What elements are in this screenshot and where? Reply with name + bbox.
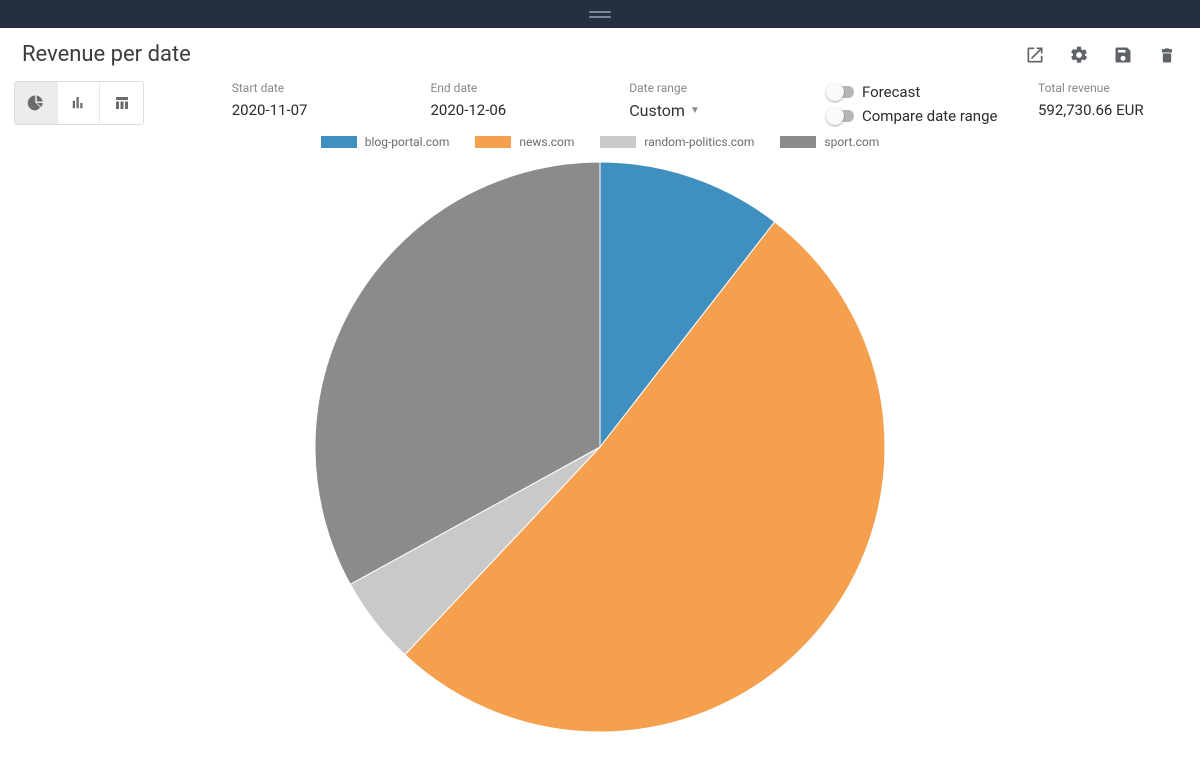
top-bar: [0, 0, 1200, 28]
pie-chart-icon: [27, 94, 45, 112]
legend-item[interactable]: news.com: [475, 135, 574, 149]
chevron-down-icon: ▼: [690, 105, 700, 116]
date-range-field: Date range Custom ▼: [629, 81, 769, 120]
legend-label: sport.com: [824, 135, 879, 149]
header-actions: [1024, 44, 1178, 66]
start-date-value: 2020-11-07: [232, 101, 372, 119]
date-range-dropdown[interactable]: Custom ▼: [629, 101, 769, 120]
start-date-label: Start date: [232, 81, 372, 95]
page-title: Revenue per date: [22, 42, 191, 67]
legend-swatch: [780, 136, 816, 148]
drag-handle-icon[interactable]: [589, 9, 611, 19]
delete-icon: [1157, 45, 1177, 65]
open-external-button[interactable]: [1024, 44, 1046, 66]
total-revenue-block: Total revenue 592,730.66 EUR: [1038, 81, 1178, 119]
forecast-toggle-label: Forecast: [862, 83, 920, 101]
chart-legend: blog-portal.com news.com random-politics.c…: [321, 135, 880, 149]
chart-type-group: [14, 81, 144, 125]
end-date-label: End date: [430, 81, 570, 95]
compare-toggle[interactable]: [828, 110, 854, 122]
forecast-toggle-row: Forecast: [828, 83, 1028, 101]
total-revenue-value: 592,730.66 EUR: [1038, 101, 1178, 119]
save-icon: [1113, 45, 1133, 65]
legend-swatch: [600, 136, 636, 148]
legend-label: news.com: [519, 135, 574, 149]
legend-swatch: [475, 136, 511, 148]
toggle-group: Forecast Compare date range: [828, 81, 1028, 125]
pie-chart: [310, 157, 890, 737]
gear-icon: [1069, 45, 1089, 65]
save-button[interactable]: [1112, 44, 1134, 66]
delete-button[interactable]: [1156, 44, 1178, 66]
total-revenue-label: Total revenue: [1038, 81, 1178, 95]
chart-type-pie-button[interactable]: [15, 82, 58, 124]
legend-item[interactable]: blog-portal.com: [321, 135, 450, 149]
settings-button[interactable]: [1068, 44, 1090, 66]
date-range-value: Custom: [629, 101, 685, 120]
legend-item[interactable]: sport.com: [780, 135, 879, 149]
legend-label: random-politics.com: [644, 135, 754, 149]
chart-type-table-button[interactable]: [100, 82, 143, 124]
page-header: Revenue per date: [0, 28, 1200, 77]
compare-toggle-label: Compare date range: [862, 107, 997, 125]
table-icon: [113, 94, 131, 112]
end-date-field[interactable]: End date 2020-12-06: [430, 81, 570, 119]
legend-swatch: [321, 136, 357, 148]
forecast-toggle[interactable]: [828, 86, 854, 98]
controls-row: Start date 2020-11-07 End date 2020-12-0…: [0, 77, 1200, 125]
bar-chart-icon: [69, 94, 87, 112]
compare-toggle-row: Compare date range: [828, 107, 1028, 125]
start-date-field[interactable]: Start date 2020-11-07: [232, 81, 372, 119]
open-external-icon: [1025, 45, 1045, 65]
legend-label: blog-portal.com: [365, 135, 450, 149]
legend-item[interactable]: random-politics.com: [600, 135, 754, 149]
chart-type-bar-button[interactable]: [58, 82, 101, 124]
chart-area: blog-portal.com news.com random-politics.c…: [0, 125, 1200, 737]
date-range-label: Date range: [629, 81, 769, 95]
end-date-value: 2020-12-06: [430, 101, 570, 119]
